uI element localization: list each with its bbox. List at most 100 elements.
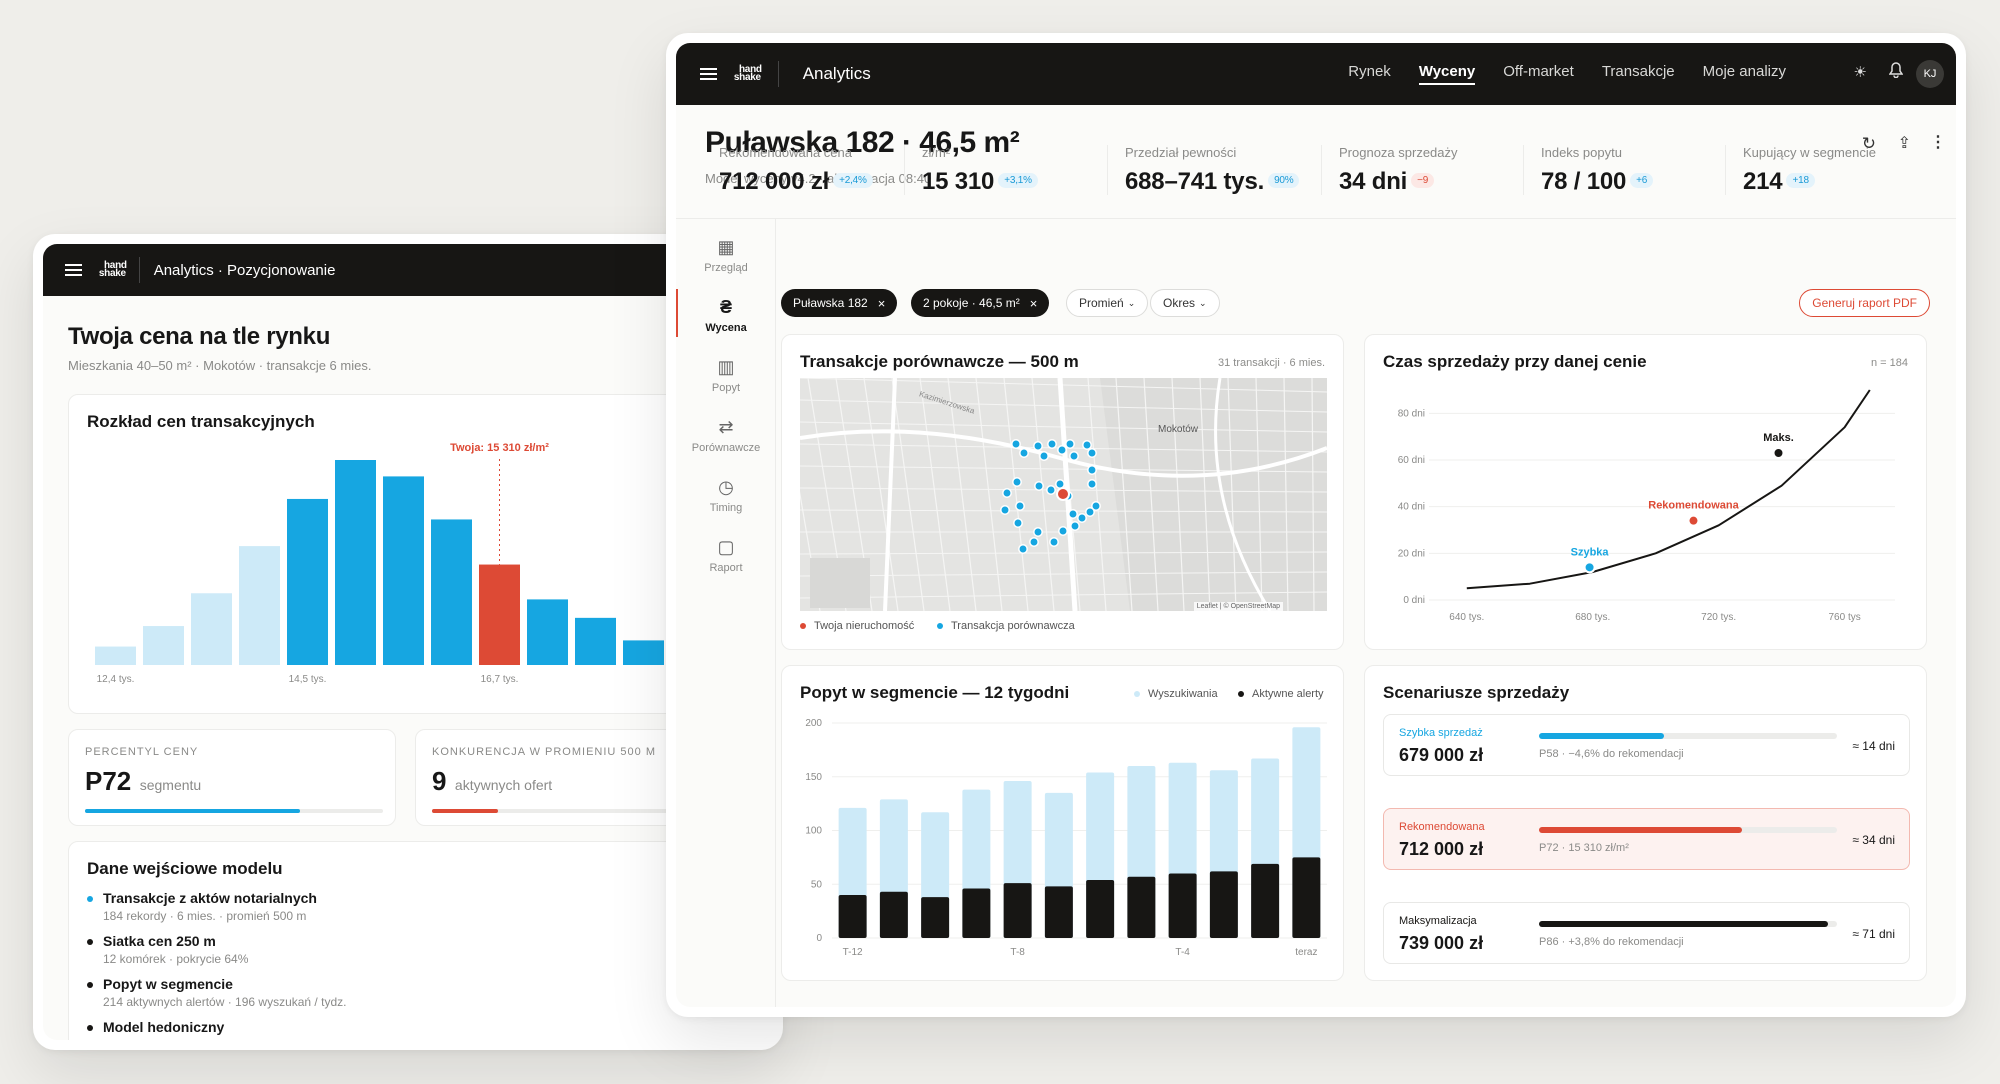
page-heading: Twoja cena na tle rynku xyxy=(68,323,331,350)
comparable-pin xyxy=(1077,513,1087,523)
kpi-divider xyxy=(1725,145,1726,195)
kpi-value-text: 712 000 zł xyxy=(719,168,830,195)
map-street xyxy=(1003,378,1029,611)
kpi-value-text: 78 / 100 xyxy=(1541,168,1627,195)
histogram-bar xyxy=(527,599,568,665)
alerts-bar xyxy=(962,888,991,938)
sidebar-item-3[interactable]: ⇄ Porównawcze xyxy=(676,417,776,454)
theme-icon[interactable]: ☀ xyxy=(1853,64,1867,81)
model-inputs-panel: Dane wejściowe modelu Transakcje z aktów… xyxy=(68,841,773,1040)
comparable-pin xyxy=(1058,526,1068,536)
comparable-pin xyxy=(1085,507,1095,517)
share-icon[interactable]: ⇪ xyxy=(1897,135,1911,152)
scenario-card-0[interactable]: Szybka sprzedaż 679 000 zł P58 · −4,6% do … xyxy=(1383,714,1910,776)
map-title: Transakcje porównawcze — 500 m xyxy=(800,352,1079,371)
refresh-icon[interactable]: ↻ xyxy=(1861,134,1876,153)
nav-item-2[interactable]: Off-market xyxy=(1503,63,1574,80)
alerts-bar xyxy=(1086,879,1115,938)
y-tick: 150 xyxy=(805,772,822,783)
bullet-icon xyxy=(87,896,93,903)
model-input-title: Transakcje z aktów notarialnych xyxy=(87,890,317,906)
generate-pdf-button[interactable]: Generuj raport PDF xyxy=(1799,289,1930,317)
dropdown-radius[interactable]: Promień ⌄ xyxy=(1066,289,1149,317)
chevron-down-icon: ⌄ xyxy=(1127,297,1136,308)
comparable-pin xyxy=(1018,544,1028,554)
kpi-label: Rekomendowana cena xyxy=(719,145,852,160)
chip-address[interactable]: Puławska 182 × xyxy=(781,289,898,317)
user-avatar[interactable]: KJ xyxy=(1916,60,1944,88)
nav-item-1[interactable]: Wyceny xyxy=(1418,63,1476,85)
comparable-pin xyxy=(1087,448,1097,458)
sidebar-item-1[interactable]: ₴ Wycena xyxy=(676,297,776,334)
x-tick: 680 tys. xyxy=(1575,612,1610,623)
subject-pin xyxy=(1056,487,1070,501)
scenario-track xyxy=(1539,921,1837,927)
header-divider xyxy=(676,218,1956,219)
y-tick: 80 dni xyxy=(1398,408,1425,419)
histogram-bar xyxy=(479,564,520,665)
demand-title: Popyt w segmencie — 12 tygodni xyxy=(800,683,1070,702)
scenario-card-2[interactable]: Maksymalizacja 739 000 zł P86 · +3,8% do r… xyxy=(1383,902,1910,964)
valuation-icon: ₴ xyxy=(719,297,732,317)
model-input-title-text: Model hedoniczny xyxy=(103,1019,225,1035)
more-icon[interactable]: ⋮ xyxy=(1930,134,1946,151)
map-attribution: Leaflet | © OpenStreetMap xyxy=(1193,602,1283,611)
compare-icon: ⇄ xyxy=(718,417,734,437)
comparable-pin xyxy=(1087,479,1097,489)
property-title: Puławska 182 · 46,5 m² xyxy=(705,126,1020,159)
bell-icon[interactable] xyxy=(1888,62,1904,79)
nav-item-4[interactable]: Moje analizy xyxy=(1702,63,1786,80)
sale-time-line xyxy=(1466,389,1871,590)
model-input-item: Model hedoniczny xyxy=(87,1019,224,1035)
sidebar-item-2[interactable]: ▥ Popyt xyxy=(676,357,776,394)
y-tick: 60 dni xyxy=(1398,455,1425,466)
map-view[interactable]: Mokotów Kazimierzowska Leaflet | © OpenS… xyxy=(800,378,1327,611)
kpi-4: Indeks popytu 78 / 100 +6 xyxy=(1541,145,1654,196)
property-subtitle: Model wyceny v4.2 · aktualizacja 08:40 xyxy=(705,171,932,186)
model-input-item: Popyt w segmencie 214 aktywnych alertów ·… xyxy=(87,976,346,1009)
map-street xyxy=(1227,378,1237,611)
histogram-bar xyxy=(287,498,328,665)
comparable-pin xyxy=(1082,440,1092,450)
kpi-label: Indeks popytu xyxy=(1541,145,1622,160)
comparable-pin xyxy=(1057,445,1067,455)
menu-icon[interactable] xyxy=(700,68,717,80)
map-meta: 31 transakcji · 6 mies. xyxy=(1218,357,1325,369)
curve-meta: n = 184 xyxy=(1870,357,1908,369)
menu-icon[interactable] xyxy=(65,264,82,276)
kpi-value: 15 310 +3,1% xyxy=(922,168,1038,196)
kpi-badge: +6 xyxy=(1630,173,1654,189)
nav-item-3[interactable]: Transakcje xyxy=(1601,63,1675,80)
sidebar-item-0[interactable]: ▦ Przegląd xyxy=(676,237,776,274)
brand-logo[interactable]: hand shake xyxy=(733,64,762,83)
close-icon: × xyxy=(877,295,886,311)
brand-logo[interactable]: hand shake xyxy=(98,260,127,279)
comparable-pin xyxy=(1047,439,1057,449)
sidebar-item-label: Timing xyxy=(709,502,743,514)
model-inputs-title: Dane wejściowe modelu xyxy=(87,859,283,878)
scenario-card-1[interactable]: Rekomendowana 712 000 zł P72 · 15 310 zł/m… xyxy=(1383,808,1910,870)
nav-item-0[interactable]: Rynek xyxy=(1348,63,1391,80)
kpi-divider xyxy=(1107,145,1108,195)
map-street xyxy=(800,591,1327,599)
alerts-bar xyxy=(1251,863,1280,938)
histogram-chart: 12,4 tys. 14,5 tys. 16,7 tys. Twoja: 15 310… xyxy=(95,442,664,685)
model-input-item: Transakcje z aktów notarialnych 184 rekor… xyxy=(87,890,317,923)
kpi-value-text: 688–741 tys. xyxy=(1125,168,1265,195)
curve-marker-label: Szybka xyxy=(1571,546,1610,558)
sidebar-item-5[interactable]: ▢ Raport xyxy=(676,537,776,574)
positioning-window: hand shake Analytics · Pozycjonowanie Two… xyxy=(33,234,783,1050)
dropdown-period[interactable]: Okres ⌄ xyxy=(1150,289,1220,317)
y-tick: 0 dni xyxy=(1403,595,1425,606)
comparable-pin xyxy=(1034,481,1044,491)
map-street xyxy=(1171,378,1185,611)
chip-rooms[interactable]: 2 pokoje · 46,5 m² × xyxy=(911,289,1050,317)
histogram-title: Rozkład cen transakcyjnych xyxy=(87,412,315,431)
kpi-badge: +3,1% xyxy=(998,173,1038,189)
map-street xyxy=(863,378,899,611)
page-subheading: Mieszkania 40–50 m² · Mokotów · transakc… xyxy=(68,358,372,373)
sidebar-item-4[interactable]: ◷ Timing xyxy=(676,477,776,514)
legend-comparable: Transakcja porównawcza xyxy=(937,620,1075,632)
sale-time-chart: 80 dni 60 dni 40 dni 20 dni 0 dni 640 tys. 680… xyxy=(1398,389,1895,623)
comparable-pin xyxy=(1068,509,1078,519)
